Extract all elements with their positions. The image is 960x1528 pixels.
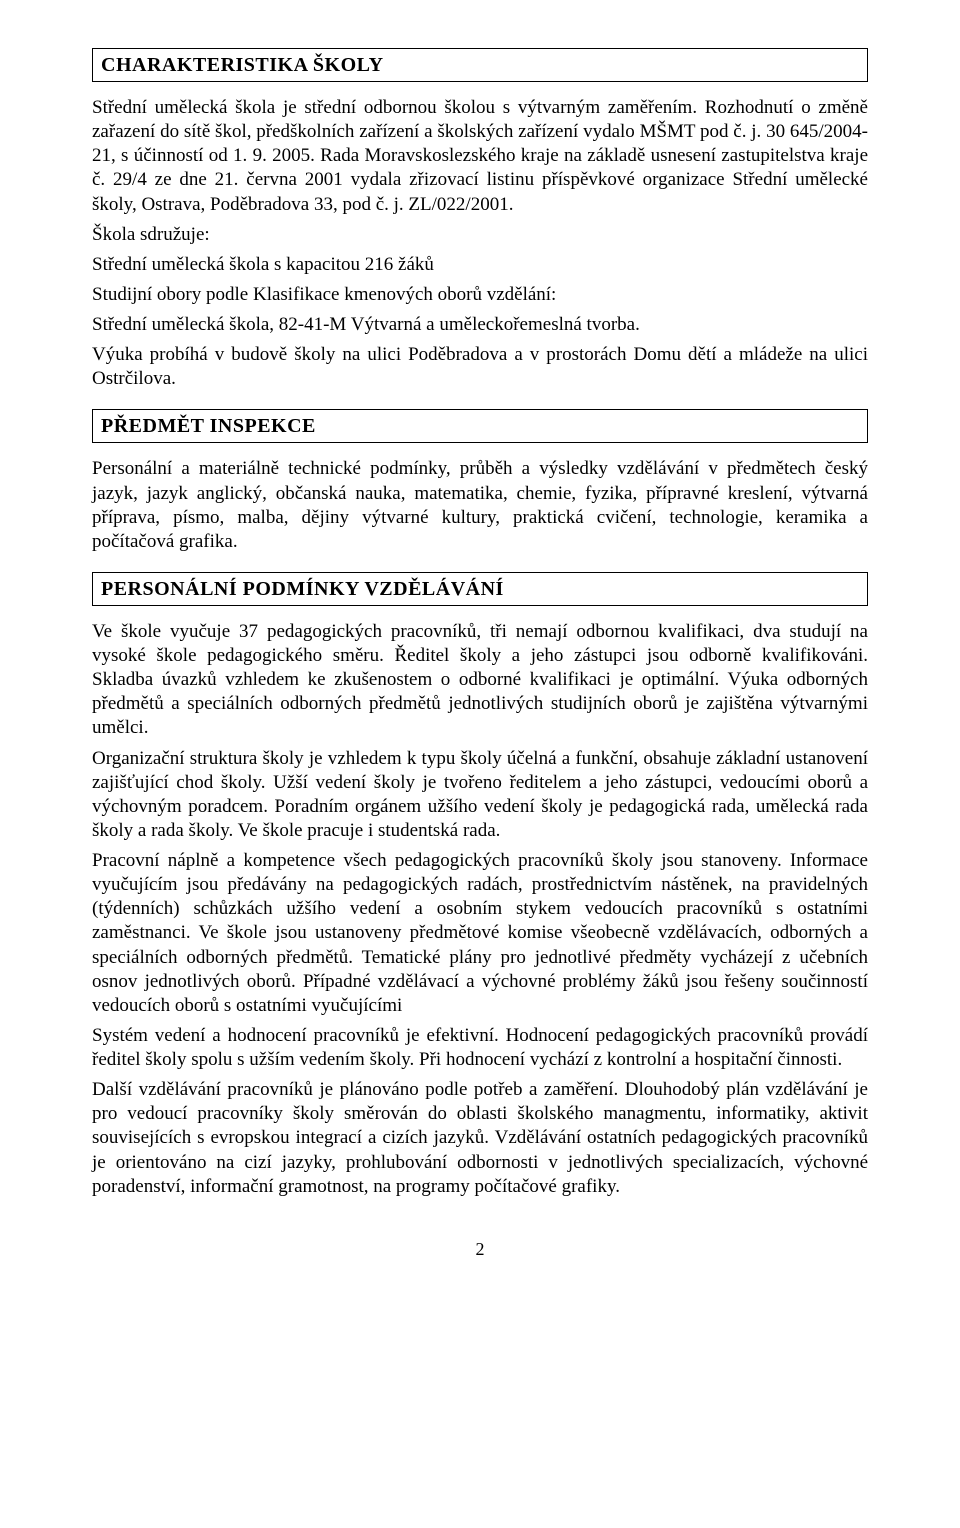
paragraph: Organizační struktura školy je vzhledem … [92, 747, 868, 844]
paragraph: Střední umělecká škola je střední odborn… [92, 96, 868, 217]
paragraph: Střední umělecká škola, 82-41-M Výtvarná… [92, 313, 868, 337]
paragraph: Škola sdružuje: [92, 223, 868, 247]
paragraph: Střední umělecká škola s kapacitou 216 ž… [92, 253, 868, 277]
section-heading-personalni: PERSONÁLNÍ PODMÍNKY VZDĚLÁVÁNÍ [92, 572, 868, 606]
page-number: 2 [92, 1239, 868, 1260]
section-heading-predmet: PŘEDMĚT INSPEKCE [92, 409, 868, 443]
paragraph: Výuka probíhá v budově školy na ulici Po… [92, 343, 868, 391]
paragraph: Systém vedení a hodnocení pracovníků je … [92, 1024, 868, 1072]
paragraph: Pracovní náplně a kompetence všech pedag… [92, 849, 868, 1018]
paragraph: Studijní obory podle Klasifikace kmenový… [92, 283, 868, 307]
paragraph: Personální a materiálně technické podmín… [92, 457, 868, 554]
paragraph: Ve škole vyučuje 37 pedagogických pracov… [92, 620, 868, 741]
section-heading-charakteristika: CHARAKTERISTIKA ŠKOLY [92, 48, 868, 82]
paragraph: Další vzdělávání pracovníků je plánováno… [92, 1078, 868, 1199]
